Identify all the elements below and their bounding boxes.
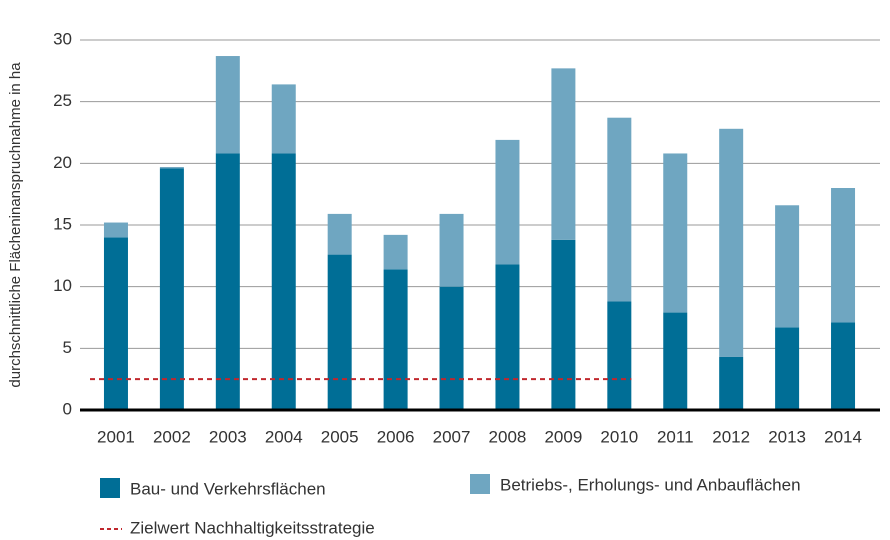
legend-label: Betriebs-, Erholungs- und Anbauflächen [500, 475, 801, 494]
x-tick-label: 2009 [544, 427, 582, 446]
x-tick-label: 2001 [97, 427, 135, 446]
bar-segment [775, 205, 800, 328]
y-tick-label: 5 [63, 338, 72, 357]
legend-swatch [470, 474, 490, 494]
y-tick-label: 30 [53, 29, 72, 48]
legend-swatch [100, 478, 120, 498]
bar-segment [495, 139, 520, 265]
bar-segment [495, 264, 520, 410]
bar-segment [719, 356, 744, 410]
x-tick-label: 2010 [600, 427, 638, 446]
bar-segment [663, 153, 688, 313]
bar-segment [439, 286, 464, 410]
y-tick-label: 20 [53, 153, 72, 172]
x-tick-label: 2002 [153, 427, 191, 446]
x-tick-label: 2014 [824, 427, 862, 446]
x-tick-label: 2013 [768, 427, 806, 446]
bar-segment [215, 153, 240, 410]
bar-segment [439, 213, 464, 287]
x-tick-label: 2003 [209, 427, 247, 446]
bar-segment [551, 239, 576, 410]
y-tick-label: 10 [53, 276, 72, 295]
bar-segment [215, 56, 240, 154]
bar-segment [551, 68, 576, 240]
legend-label: Bau- und Verkehrsflächen [130, 479, 326, 498]
bar-segment [103, 222, 128, 238]
bar-segment [383, 269, 408, 410]
bar-segment [719, 128, 744, 357]
bar-segment [327, 254, 352, 410]
x-tick-label: 2008 [489, 427, 527, 446]
x-tick-label: 2004 [265, 427, 303, 446]
legend-label: Zielwert Nachhaltigkeitsstrategie [130, 518, 375, 537]
y-tick-label: 15 [53, 214, 72, 233]
bar-segment [607, 117, 632, 302]
bar-segment [831, 188, 856, 323]
x-tick-label: 2005 [321, 427, 359, 446]
bar-segment [607, 301, 632, 410]
bar-segment [271, 84, 296, 154]
bar-segment [327, 213, 352, 255]
x-tick-label: 2011 [657, 427, 694, 446]
bar-segment [775, 327, 800, 410]
bar-segment [159, 167, 184, 169]
y-tick-label: 0 [63, 399, 72, 418]
bar-segment [663, 312, 688, 410]
bar-segment [271, 153, 296, 410]
y-axis-label: durchschnittliche Flächeninanspruchnahme… [7, 62, 24, 388]
bar-segment [103, 237, 128, 410]
x-tick-label: 2012 [712, 427, 750, 446]
y-tick-label: 25 [53, 91, 72, 110]
bar-segment [383, 234, 408, 270]
bar-segment [831, 322, 856, 410]
x-tick-label: 2007 [433, 427, 471, 446]
bar-segment [159, 168, 184, 410]
x-tick-label: 2006 [377, 427, 415, 446]
